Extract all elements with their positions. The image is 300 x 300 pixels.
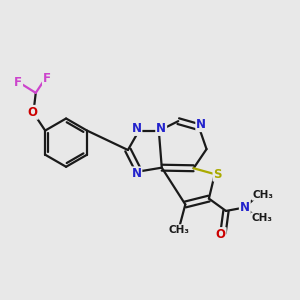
Text: N: N <box>240 201 250 214</box>
Text: N: N <box>196 118 206 131</box>
Text: N: N <box>131 122 142 135</box>
Text: O: O <box>28 106 38 119</box>
Text: CH₃: CH₃ <box>253 190 274 200</box>
Text: F: F <box>14 76 22 89</box>
Text: CH₃: CH₃ <box>169 225 190 235</box>
Text: CH₃: CH₃ <box>252 213 273 223</box>
Text: F: F <box>43 72 51 85</box>
Text: N: N <box>131 167 142 180</box>
Text: O: O <box>216 228 226 241</box>
Text: S: S <box>214 168 222 181</box>
Text: N: N <box>156 122 166 135</box>
